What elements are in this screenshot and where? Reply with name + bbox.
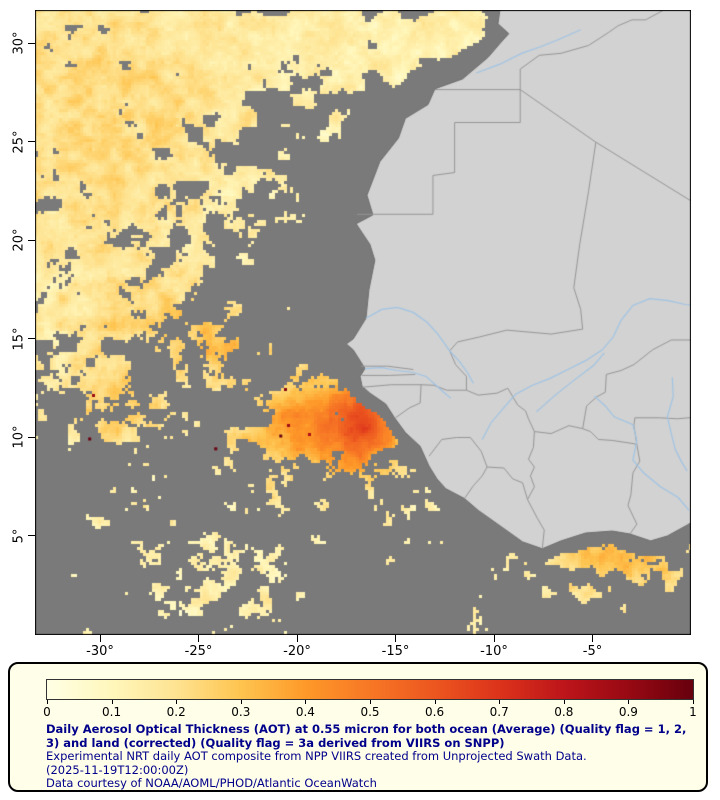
colorbar-tick-label: 0.4 [295,705,315,719]
colorbar-tick [370,700,371,704]
lat-tick-label: 25° [11,130,27,154]
lat-tick-label: 15° [11,327,27,351]
lat-tick [28,239,35,241]
aot-map-canvas [35,10,691,635]
colorbar-tick [111,700,113,704]
lat-tick [28,535,35,537]
colorbar-tick-label: 0.3 [231,705,251,719]
legend-caption-timestamp: (2025-11-19T12:00:00Z) [46,762,189,777]
lat-tick [28,42,35,44]
lon-tick-label: -10° [480,644,508,659]
colorbar-tick [47,700,48,704]
lon-tick [198,635,199,642]
legend-caption: Daily Aerosol Optical Thickness (AOT) at… [46,722,701,791]
lat-tick [28,436,35,438]
legend-panel: 0 0.1 0.2 0.3 0.4 0.5 0.6 0.7 0.8 0.9 1 Daily Aero… [8,662,708,792]
colorbar-tick-label: 0.1 [102,705,122,719]
colorbar-tick [693,700,694,704]
legend-caption-subtitle: Experimental NRT daily AOT composite fro… [46,749,587,763]
colorbar-tick-label: 0.5 [360,705,380,719]
colorbar-tick-label: 0.9 [618,705,638,719]
colorbar-tick-label: 1 [689,705,697,719]
colorbar-tick-label: 0.8 [554,705,574,719]
colorbar-tick [499,700,501,704]
legend-caption-title: Daily Aerosol Optical Thickness (AOT) at… [46,722,687,750]
lat-tick [28,338,35,340]
colorbar-tick-label: 0.2 [166,705,186,719]
lon-tick [395,635,396,642]
lon-tick [99,635,101,642]
colorbar-tick [176,700,178,704]
lat-tick-label: 10° [11,425,27,450]
lat-tick [28,141,35,143]
lon-tick [493,635,495,642]
colorbar-tick [563,700,565,704]
lon-tick [296,635,298,642]
lon-tick-label: -5° [582,644,603,659]
aot-colorbar [46,679,694,700]
lon-tick-label: -15° [381,644,410,659]
lat-tick-label: 30° [11,31,27,56]
lon-tick-label: -20° [283,644,311,659]
colorbar-tick [628,700,630,704]
colorbar-tick-label: 0.6 [425,705,445,719]
colorbar-tick [305,700,307,704]
lon-tick [592,635,593,642]
lon-tick-label: -25° [184,644,213,659]
colorbar-tick [434,700,436,704]
lat-tick-label: 5° [11,528,27,544]
colorbar-tick [240,700,242,704]
lon-tick-label: -30° [86,644,114,659]
colorbar-tick-label: 0.7 [489,705,509,719]
legend-caption-credit: Data courtesy of NOAA/AOML/PHOD/Atlantic… [46,776,377,790]
lat-tick-label: 20° [11,228,27,253]
colorbar-tick-label: 0 [43,705,51,719]
